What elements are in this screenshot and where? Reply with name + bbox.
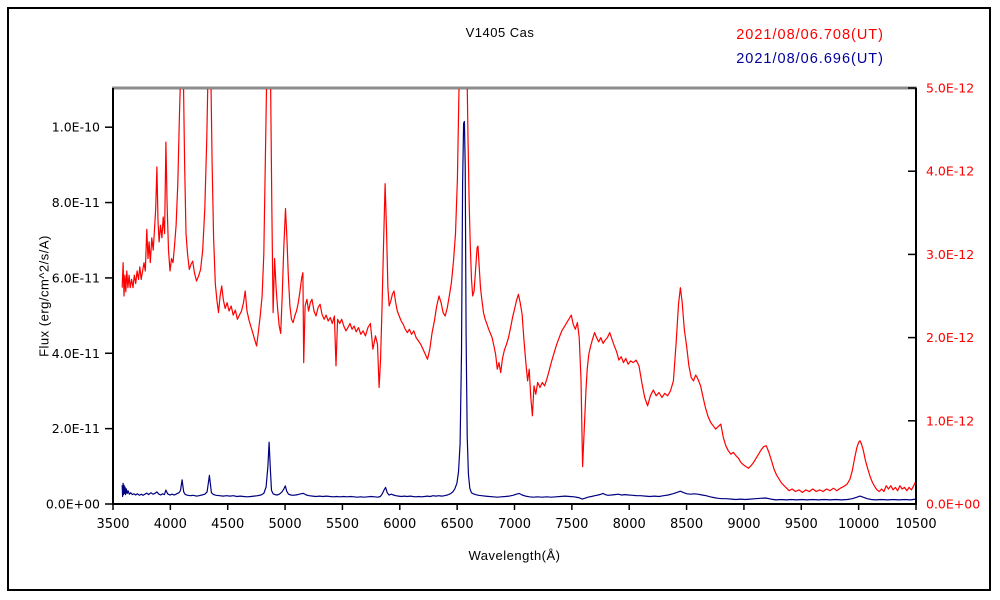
x-tick-label: 8000 <box>613 517 646 532</box>
y-left-tick-label: 2.0E-11 <box>52 421 100 436</box>
y-right-tick-label: 5.0E-12 <box>926 81 974 96</box>
x-tick-label: 7000 <box>498 517 531 532</box>
y-left-tick-label: 6.0E-11 <box>52 270 100 285</box>
x-tick-label: 3500 <box>96 517 129 532</box>
y-left-tick-label: 0.0E+00 <box>46 497 100 512</box>
y-left-tick-label: 1.0E-10 <box>52 120 100 135</box>
x-tick-label: 5000 <box>269 517 302 532</box>
chart-title: V1405 Cas <box>465 25 535 40</box>
legend: 2021/08/06.708(UT) 2021/08/06.696(UT) <box>736 23 884 71</box>
x-tick-label: 10000 <box>838 517 879 532</box>
x-tick-label: 4500 <box>211 517 244 532</box>
y-right-tick-label: 0.0E+00 <box>926 497 980 512</box>
x-tick-label: 9500 <box>785 517 818 532</box>
x-tick-label: 9000 <box>727 517 760 532</box>
y-right-tick-label: 4.0E-12 <box>926 164 974 179</box>
y-left-tick-label: 8.0E-11 <box>52 195 100 210</box>
x-tick-label: 7500 <box>555 517 588 532</box>
legend-series-red-label: 2021/08/06.708(UT) <box>736 27 884 43</box>
y-right-tick-label: 1.0E-12 <box>926 413 974 428</box>
spectrum-line-red <box>121 89 915 493</box>
x-tick-label: 6500 <box>441 517 474 532</box>
x-tick-label: 5500 <box>326 517 359 532</box>
x-tick-label: 6000 <box>383 517 416 532</box>
legend-series-blue-label: 2021/08/06.696(UT) <box>736 51 884 67</box>
x-tick-label: 10500 <box>895 517 936 532</box>
y-left-tick-label: 4.0E-11 <box>52 346 100 361</box>
x-tick-label: 4000 <box>154 517 187 532</box>
y-right-tick-label: 2.0E-12 <box>926 330 974 345</box>
x-tick-label: 8500 <box>670 517 703 532</box>
y-right-tick-label: 3.0E-12 <box>926 247 974 262</box>
x-axis-title: Wavelength(Å) <box>468 548 561 563</box>
spectrum-line-blue <box>121 120 915 501</box>
